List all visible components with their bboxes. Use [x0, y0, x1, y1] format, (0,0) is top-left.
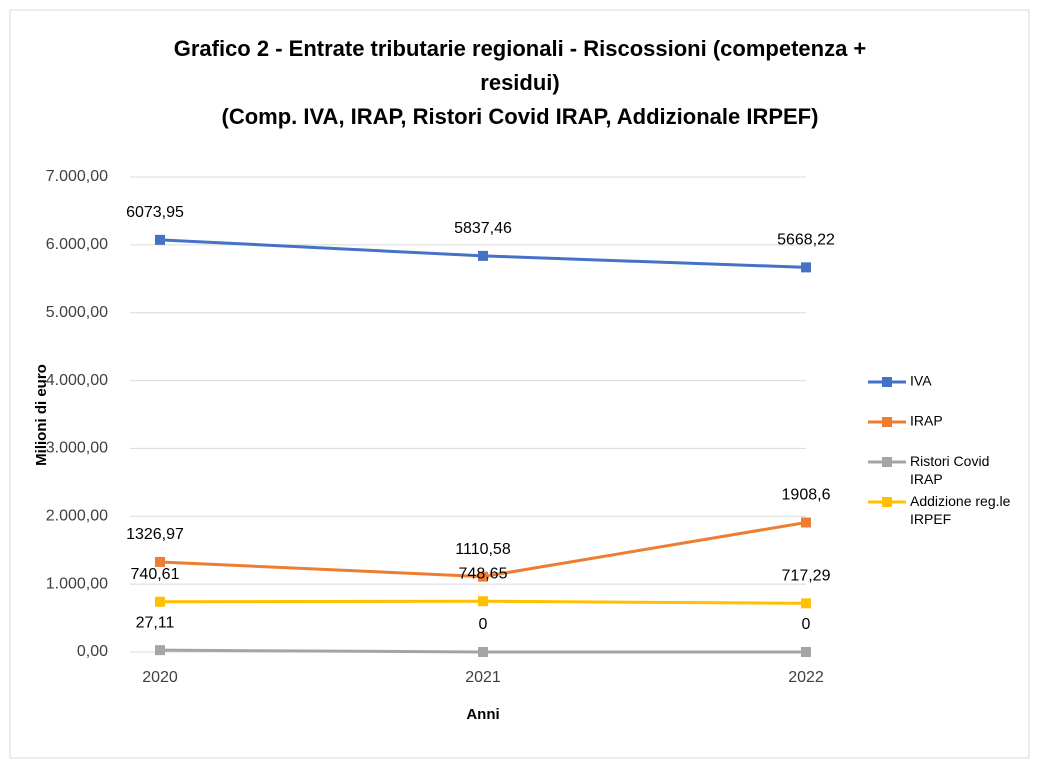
data-point: [155, 596, 165, 607]
y-tick-label: 1.000,00: [46, 575, 108, 592]
legend-label: Addizione reg.le IRPEF: [910, 493, 1014, 527]
y-tick-label: 7.000,00: [46, 168, 108, 185]
data-point: [478, 250, 488, 261]
legend-label: IRAP: [910, 413, 943, 429]
y-tick-label: 3.000,00: [46, 440, 108, 457]
legend-line-text: Ristori Covid: [910, 453, 993, 469]
data-point: [155, 234, 165, 245]
data-label: 1326,97: [126, 526, 184, 543]
legend-label: IVA: [910, 373, 932, 389]
data-point: [478, 571, 488, 582]
chart-title: residui): [480, 70, 559, 95]
x-tick-label: 2021: [465, 669, 501, 686]
data-point: [801, 517, 811, 528]
y-tick-label: 6.000,00: [46, 236, 108, 253]
x-tick-label: 2020: [142, 669, 178, 686]
data-label: 717,29: [782, 568, 831, 585]
data-label: 6073,95: [126, 204, 184, 221]
legend-marker: [882, 457, 892, 467]
legend-marker: [882, 417, 892, 427]
chart-border: [9, 9, 1030, 759]
data-label: 0: [479, 616, 488, 633]
y-tick-label: 4.000,00: [46, 372, 108, 389]
data-point: [801, 262, 811, 273]
data-point: [155, 556, 165, 567]
y-tick-label: 5.000,00: [46, 304, 108, 321]
y-tick-label: 2.000,00: [46, 508, 108, 525]
data-label: 5668,22: [777, 232, 835, 249]
y-axis-title: Milioni di euro: [33, 364, 50, 466]
legend-line-text: Addizione reg.le: [910, 493, 1014, 509]
data-point: [478, 596, 488, 607]
legend-marker: [882, 497, 892, 507]
y-tick-label: 0,00: [77, 643, 108, 660]
data-label: 0: [802, 616, 811, 633]
data-label: 740,61: [131, 566, 180, 583]
legend-line-text: IRAP: [910, 471, 943, 487]
legend-marker: [882, 377, 892, 387]
x-axis-title: Anni: [466, 706, 499, 723]
chart-title: Grafico 2 - Entrate tributarie regionali…: [174, 36, 867, 61]
legend-label: Ristori Covid IRAP: [910, 453, 993, 487]
data-label: 1110,58: [455, 541, 511, 558]
data-point: [155, 645, 165, 656]
data-label: 5837,46: [454, 220, 512, 237]
data-point: [801, 598, 811, 609]
legend-line-text: IRPEF: [910, 511, 951, 527]
chart-title: (Comp. IVA, IRAP, Ristori Covid IRAP, Ad…: [222, 104, 819, 129]
data-label: 1908,6: [782, 487, 831, 504]
data-label: 27,11: [136, 614, 175, 631]
x-tick-label: 2022: [788, 669, 824, 686]
data-label: 748,65: [459, 565, 508, 582]
data-point: [478, 647, 488, 657]
data-point: [801, 647, 811, 657]
